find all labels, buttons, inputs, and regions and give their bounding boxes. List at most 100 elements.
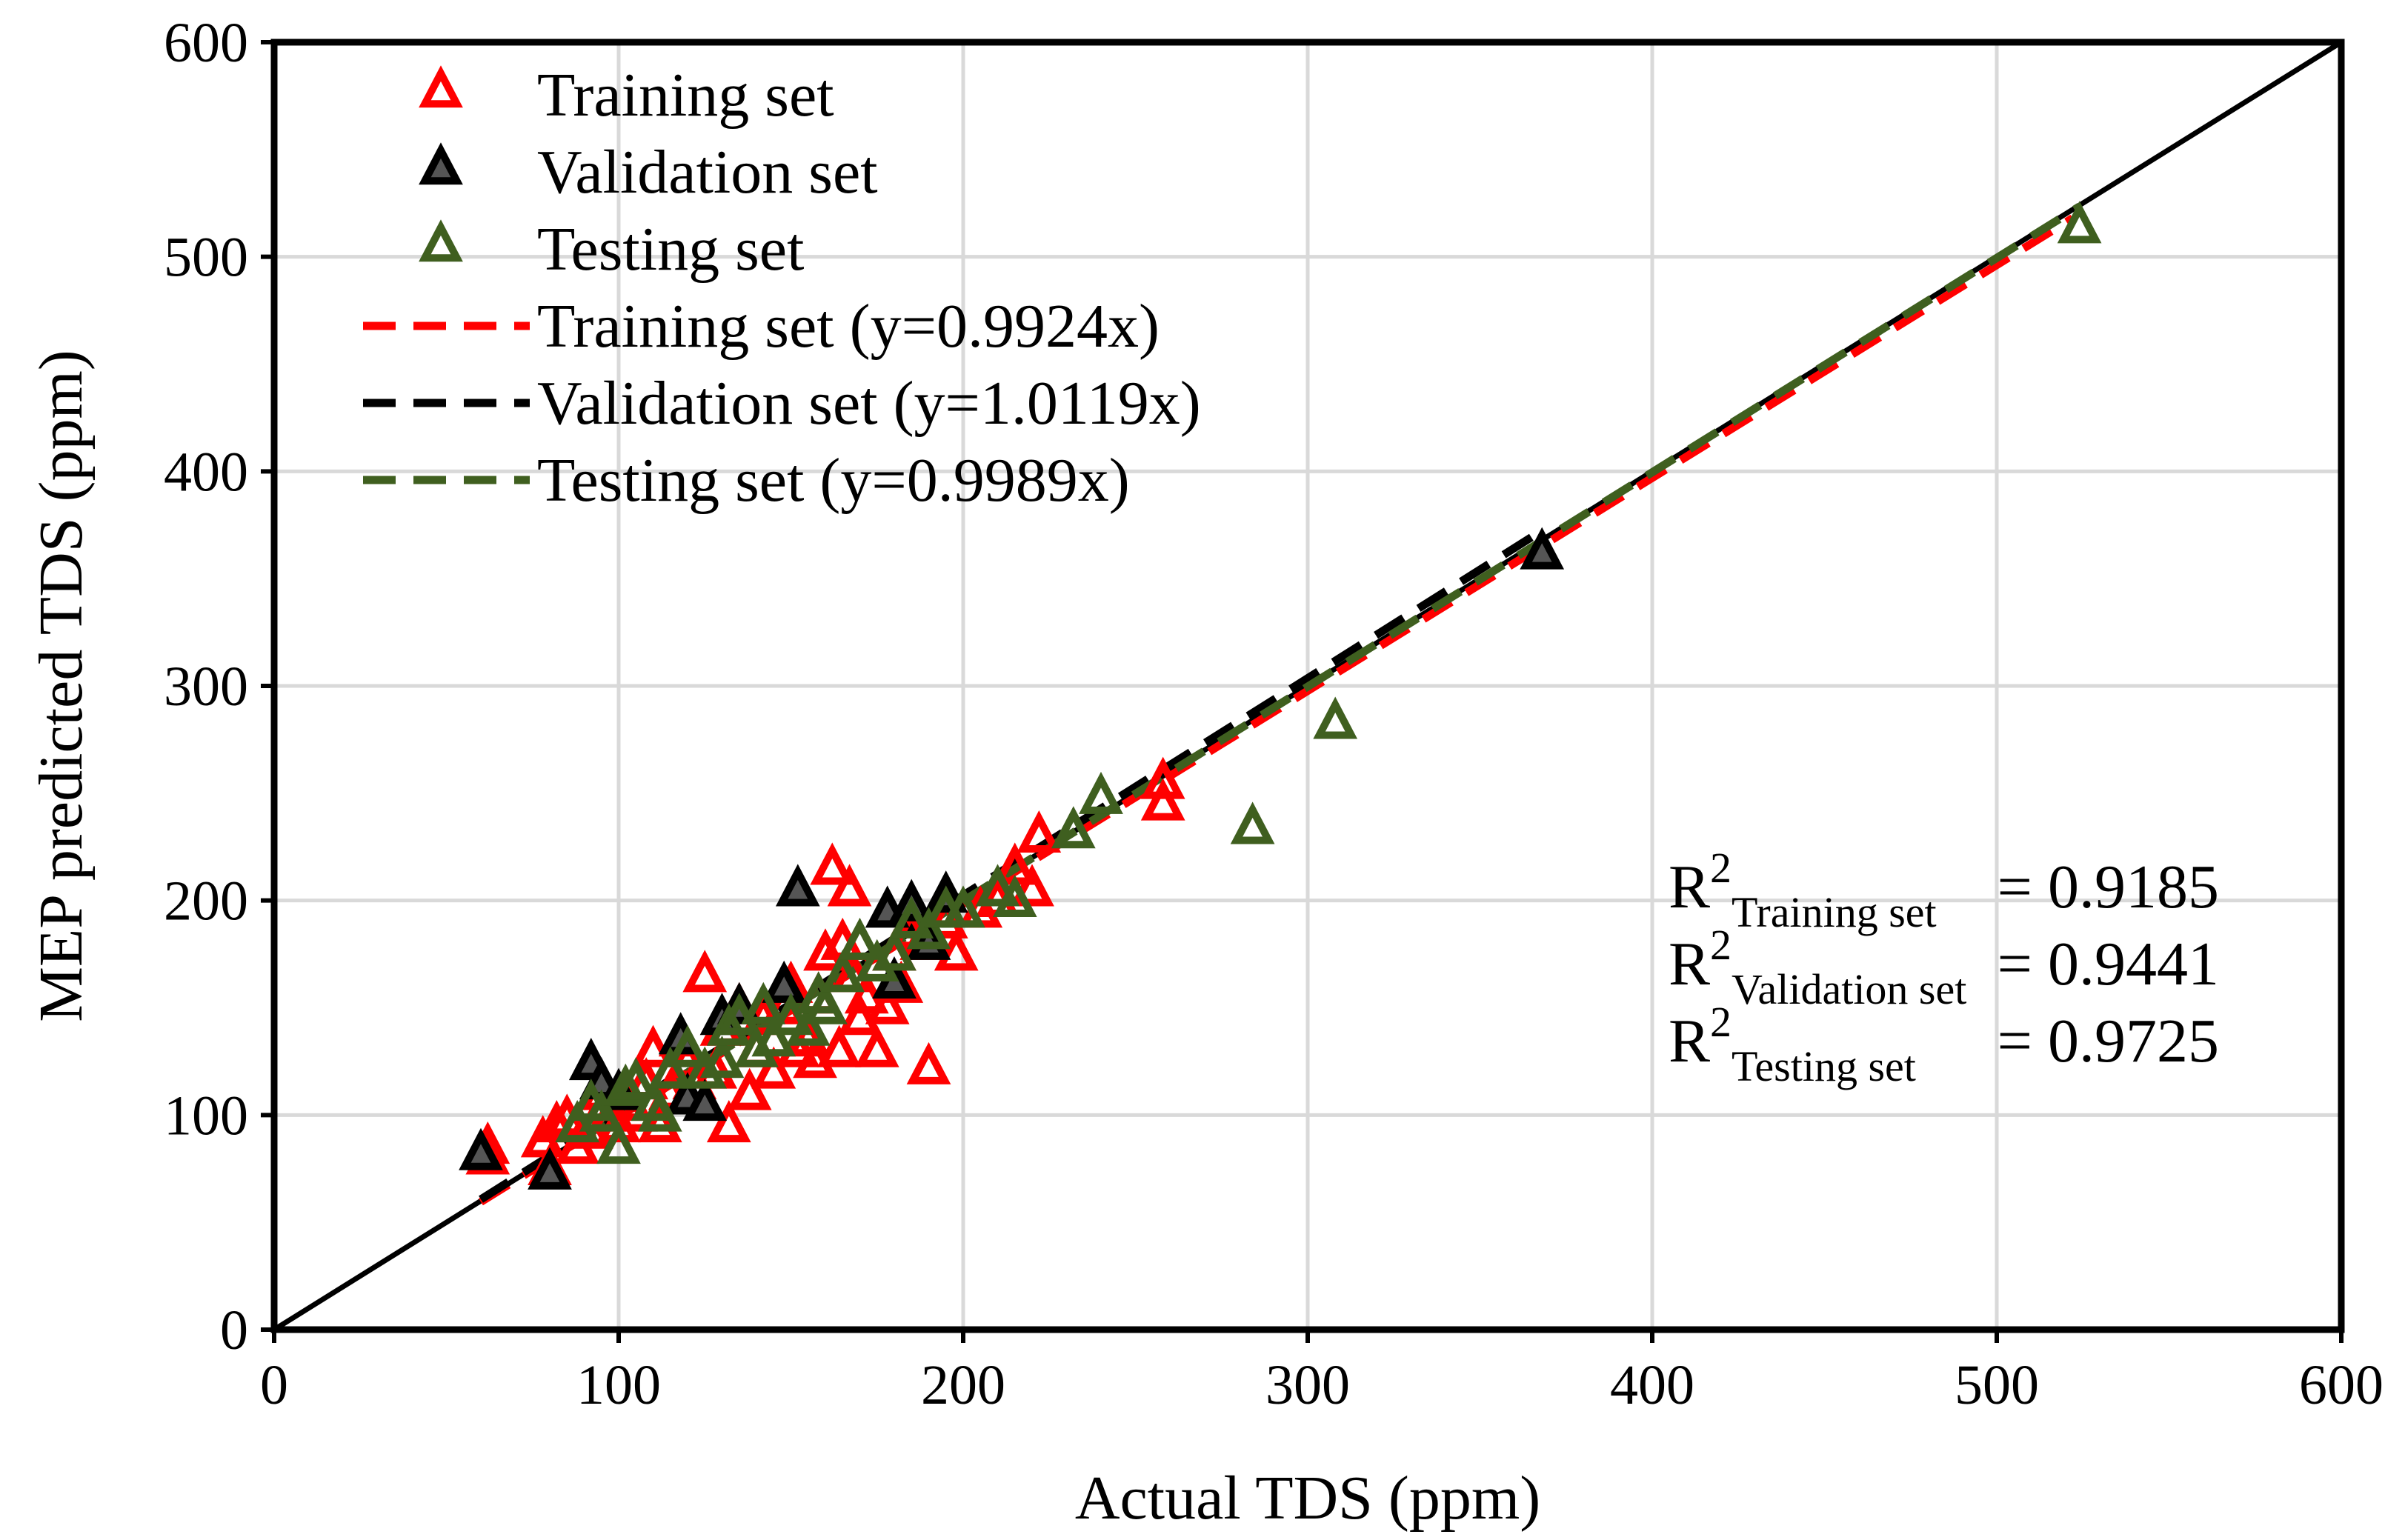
training-point: [1017, 810, 1062, 853]
y-tick-label: 600: [164, 12, 248, 74]
testing-point: [803, 981, 848, 1024]
training-point: [682, 950, 728, 993]
testing-point: [596, 1121, 641, 1164]
y-axis-label: MEP predicted TDS (ppm): [27, 350, 96, 1022]
x-tick-label: 600: [2299, 1354, 2384, 1416]
testing-point: [837, 917, 882, 960]
training-point: [613, 1089, 659, 1132]
legend-fit-label-validation: Validation set (y=1.0119x): [537, 369, 1201, 438]
training-point: [923, 896, 968, 939]
training-point: [596, 1100, 641, 1143]
validation-point: [1520, 527, 1565, 570]
validation-point: [775, 864, 820, 907]
y-tick-label: 300: [164, 656, 248, 718]
testing-point: [751, 1014, 796, 1057]
testing-point: [665, 1024, 710, 1067]
x-axis-label: Actual TDS (ppm): [1075, 1464, 1540, 1533]
axis-ticks: 0 100 200 300 400 500 600 0 100 200 300 400 500 600: [164, 12, 2384, 1416]
testing-point: [706, 1003, 751, 1046]
training-point: [727, 1067, 772, 1110]
testing-point: [637, 1089, 682, 1132]
legend-label-validation: Validation set: [537, 138, 878, 207]
testing-point: [648, 1046, 693, 1089]
training-point: [1140, 756, 1185, 799]
training-point: [803, 928, 848, 971]
superscript: 2: [1710, 844, 1732, 892]
training-point: [637, 1100, 682, 1143]
superscript: 2: [1710, 921, 1732, 969]
training-point: [706, 1100, 751, 1143]
validation-point: [682, 1079, 728, 1121]
testing-fit-line: [575, 203, 2082, 1145]
testing-point: [975, 864, 1020, 907]
subscript: Validation set: [1732, 965, 1966, 1013]
testing-point: [699, 1036, 745, 1079]
x-tick-label: 200: [921, 1354, 1005, 1416]
training-point: [837, 993, 882, 1036]
testing-point: [613, 1057, 659, 1100]
y-tick-label: 500: [164, 227, 248, 289]
r-symbol: R: [1669, 930, 1710, 999]
training-point: [631, 1024, 676, 1067]
y-tick-label: 200: [164, 870, 248, 933]
superscript: 2: [1710, 998, 1732, 1046]
x-tick-label: 500: [1955, 1354, 2039, 1416]
legend-label-testing: Testing set: [537, 215, 804, 284]
training-point: [934, 928, 979, 971]
r-squared-1: R2Validation set: [1669, 921, 1966, 1013]
testing-point: [854, 939, 899, 981]
testing-point: [785, 1003, 831, 1046]
training-point: [1140, 778, 1185, 821]
testing-point: [741, 981, 786, 1024]
x-tick-label: 300: [1265, 1354, 1350, 1416]
training-point: [854, 1024, 899, 1067]
legend-marker-validation: [419, 142, 463, 185]
testing-point: [1079, 771, 1123, 814]
y-tick-label: 0: [220, 1299, 248, 1361]
testing-point: [992, 874, 1037, 917]
r-squared-value-2: = 0.9725: [1997, 1007, 2219, 1076]
subscript: Training set: [1732, 888, 1937, 936]
y-tick-label: 400: [164, 441, 248, 503]
training-point: [534, 1100, 579, 1143]
x-tick-label: 100: [576, 1354, 661, 1416]
r-squared-0: R2Training set: [1669, 844, 1937, 936]
testing-point: [2057, 201, 2102, 244]
validation-point: [528, 1147, 572, 1190]
testing-point: [889, 896, 934, 939]
training-point: [751, 1046, 796, 1089]
r-symbol: R: [1669, 853, 1710, 921]
r-symbol: R: [1669, 1007, 1710, 1076]
r-squared-value-0: = 0.9185: [1997, 853, 2219, 921]
training-point: [906, 1041, 951, 1084]
legend: Training set Validation set Testing set Tra…: [363, 61, 1201, 515]
testing-point: [768, 993, 814, 1036]
testing-point: [872, 928, 917, 971]
testing-point: [820, 950, 865, 993]
testing-point: [906, 907, 951, 950]
training-point: [816, 1024, 862, 1067]
legend-label-training: Training set: [537, 61, 834, 130]
testing-point: [603, 1063, 648, 1106]
legend-fit-label-testing: Testing set (y=0.9989x): [537, 446, 1130, 515]
testing-point: [1051, 806, 1096, 849]
validation-point: [762, 960, 807, 1003]
r-squared-2: R2Testing set: [1669, 998, 1916, 1090]
legend-fit-label-training: Training set (y=0.9924x): [537, 292, 1160, 361]
data-points: [459, 201, 2102, 1190]
training-point: [827, 864, 872, 907]
legend-marker-testing: [419, 219, 463, 262]
validation-point: [459, 1127, 503, 1170]
testing-point: [941, 885, 985, 928]
x-tick-label: 0: [260, 1354, 288, 1416]
y-tick-label: 100: [164, 1084, 248, 1147]
training-point: [1010, 864, 1054, 907]
testing-point: [1230, 801, 1275, 844]
legend-marker-training: [419, 65, 463, 108]
testing-point: [682, 1046, 728, 1089]
subscript: Testing set: [1732, 1042, 1916, 1090]
training-point: [865, 981, 910, 1024]
